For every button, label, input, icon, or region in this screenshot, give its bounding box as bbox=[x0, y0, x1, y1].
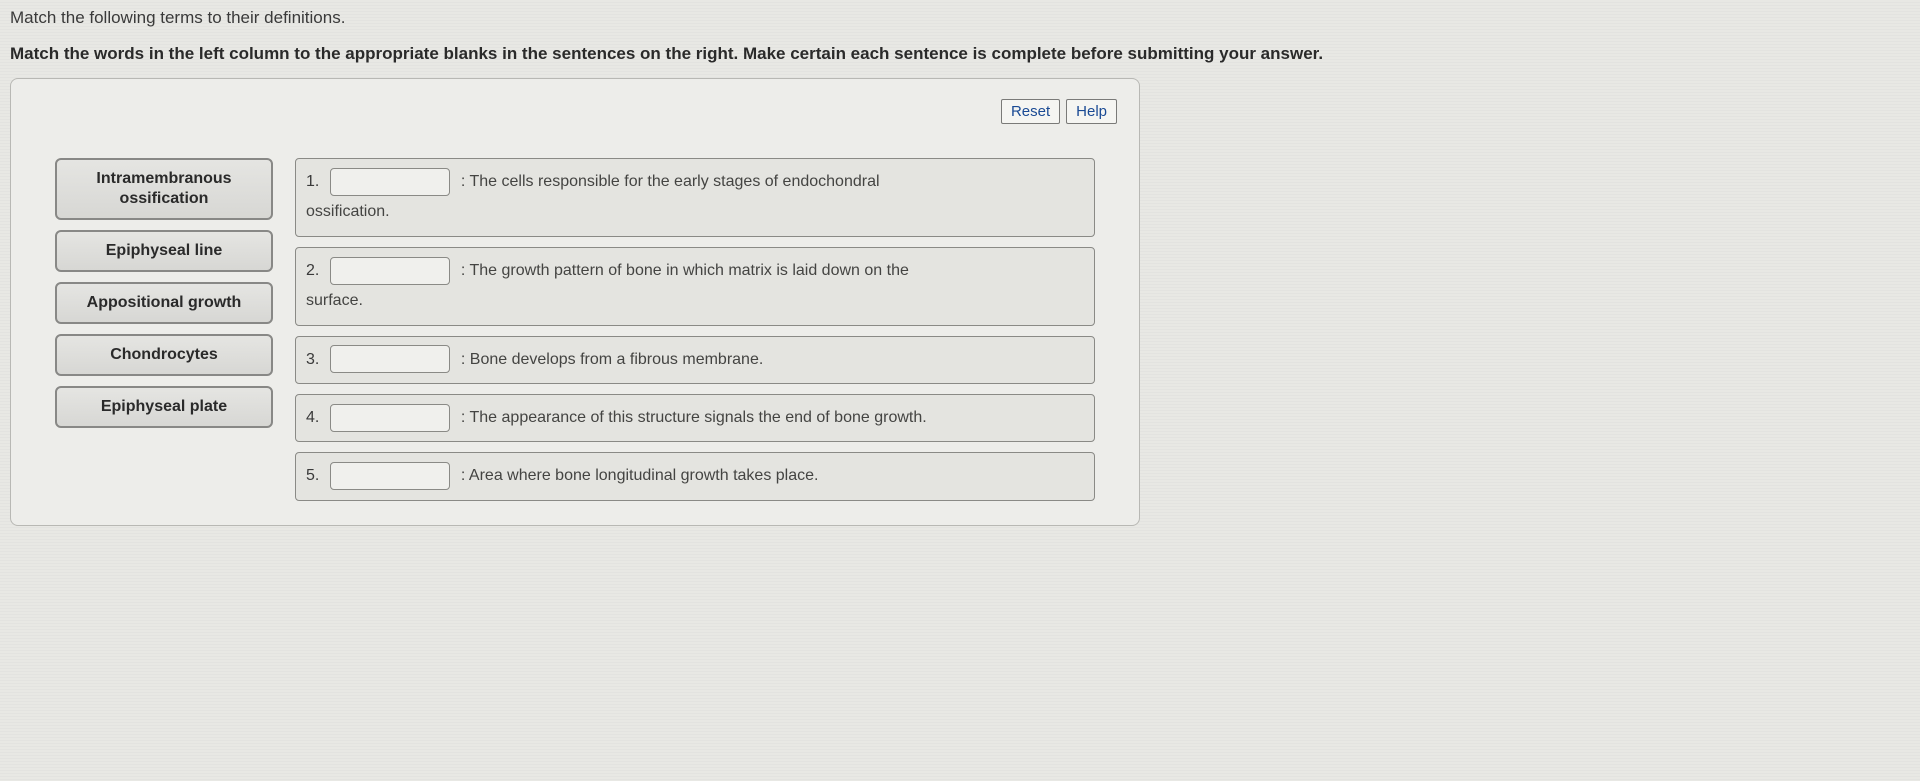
drop-target-5[interactable] bbox=[330, 462, 450, 490]
sentence-number: 4. bbox=[306, 403, 322, 433]
sentence-2: 2. : The growth pattern of bone in which… bbox=[295, 247, 1095, 326]
reset-button[interactable]: Reset bbox=[1001, 99, 1060, 124]
term-chondrocytes[interactable]: Chondrocytes bbox=[55, 334, 273, 376]
sentence-number: 5. bbox=[306, 461, 322, 491]
drop-target-2[interactable] bbox=[330, 257, 450, 285]
sentence-text: : The growth pattern of bone in which ma… bbox=[461, 262, 909, 279]
terms-column: Intramembranous ossification Epiphyseal … bbox=[55, 158, 273, 428]
sentence-text-cont: ossification. bbox=[306, 203, 390, 220]
sentence-5: 5. : Area where bone longitudinal growth… bbox=[295, 452, 1095, 500]
sentences-column: 1. : The cells responsible for the early… bbox=[295, 158, 1095, 501]
sentence-text: : Area where bone longitudinal growth ta… bbox=[461, 467, 819, 484]
sentence-3: 3. : Bone develops from a fibrous membra… bbox=[295, 336, 1095, 384]
sentence-text: : The cells responsible for the early st… bbox=[461, 173, 880, 190]
term-intramembranous-ossification[interactable]: Intramembranous ossification bbox=[55, 158, 273, 220]
work-area: Intramembranous ossification Epiphyseal … bbox=[33, 158, 1117, 501]
drop-target-3[interactable] bbox=[330, 345, 450, 373]
matching-panel: Reset Help Intramembranous ossification … bbox=[10, 78, 1140, 526]
drop-target-1[interactable] bbox=[330, 168, 450, 196]
sentence-number: 2. bbox=[306, 256, 322, 286]
sentence-number: 1. bbox=[306, 167, 322, 197]
term-appositional-growth[interactable]: Appositional growth bbox=[55, 282, 273, 324]
instruction-text-1: Match the following terms to their defin… bbox=[10, 8, 1910, 28]
instruction-text-2: Match the words in the left column to th… bbox=[10, 44, 1910, 64]
sentence-text: : Bone develops from a fibrous membrane. bbox=[461, 351, 763, 368]
sentence-4: 4. : The appearance of this structure si… bbox=[295, 394, 1095, 442]
panel-toolbar: Reset Help bbox=[33, 99, 1117, 124]
drop-target-4[interactable] bbox=[330, 404, 450, 432]
sentence-1: 1. : The cells responsible for the early… bbox=[295, 158, 1095, 237]
sentence-text: : The appearance of this structure signa… bbox=[461, 409, 927, 426]
term-epiphyseal-line[interactable]: Epiphyseal line bbox=[55, 230, 273, 272]
sentence-text-cont: surface. bbox=[306, 292, 363, 309]
term-epiphyseal-plate[interactable]: Epiphyseal plate bbox=[55, 386, 273, 428]
sentence-number: 3. bbox=[306, 345, 322, 375]
help-button[interactable]: Help bbox=[1066, 99, 1117, 124]
